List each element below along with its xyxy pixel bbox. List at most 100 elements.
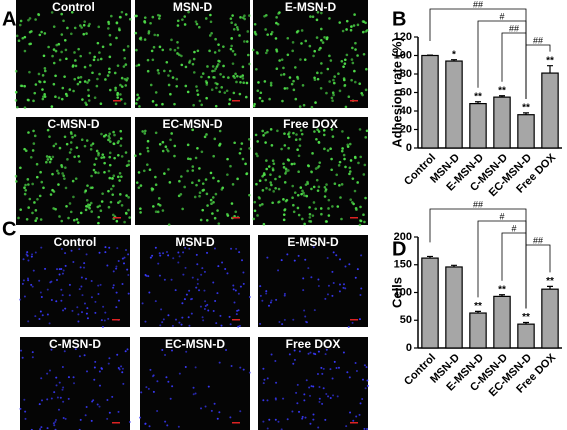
cell-dot <box>57 42 61 46</box>
cell-dot <box>335 367 338 370</box>
cell-dot <box>84 208 88 212</box>
cell-dot <box>262 420 265 423</box>
cell-dot <box>248 193 251 197</box>
cell-dot <box>292 79 295 83</box>
cell-dot <box>201 189 205 192</box>
cell-dot <box>316 189 320 192</box>
cell-dot <box>40 426 43 429</box>
cell-dot <box>83 262 86 265</box>
cell-dot <box>208 49 211 53</box>
cell-dot <box>333 75 336 78</box>
cell-dot <box>290 82 294 86</box>
cell-dot <box>169 397 172 400</box>
cell-dot <box>112 142 116 145</box>
cell-dot <box>186 90 190 94</box>
panel-label: B <box>392 8 406 30</box>
cell-dot <box>167 223 171 226</box>
cell-dot <box>207 385 210 388</box>
cell-dot <box>159 254 162 257</box>
cell-dot <box>154 175 157 179</box>
cell-dot <box>363 364 366 367</box>
cell-dot <box>325 220 328 223</box>
cell-dot <box>262 367 265 370</box>
cell-dot <box>167 380 170 383</box>
cell-dot <box>298 105 302 108</box>
cell-dot <box>117 366 120 369</box>
cell-dot <box>317 140 321 144</box>
cell-dot <box>265 167 269 171</box>
cell-dot <box>108 176 112 180</box>
cell-dot <box>336 395 339 398</box>
cell-dot <box>212 154 215 158</box>
cell-dot <box>149 21 152 25</box>
cell-dot <box>283 181 287 184</box>
cell-dot <box>50 397 53 400</box>
cell-dot <box>90 174 93 178</box>
cell-dot <box>90 296 93 299</box>
cell-dot <box>92 399 95 402</box>
cell-dot <box>41 88 44 91</box>
cell-dot <box>75 146 79 149</box>
cell-dot <box>319 86 323 90</box>
cell-dot <box>194 392 197 395</box>
cell-dot <box>146 69 150 73</box>
cell-dot <box>53 391 56 394</box>
cell-dot <box>314 167 318 170</box>
cell-dot <box>115 265 118 268</box>
cell-dot <box>181 302 184 305</box>
cell-dot <box>147 31 151 35</box>
cell-dot <box>309 351 312 354</box>
cell-dot <box>64 166 67 169</box>
cell-dot <box>83 80 87 83</box>
cell-dot <box>203 307 206 310</box>
cell-dot <box>66 158 69 161</box>
cell-dot <box>144 422 147 425</box>
cell-dot <box>209 20 213 24</box>
cell-dot <box>161 349 164 352</box>
cell-dot <box>198 191 202 195</box>
cell-dot <box>151 15 155 19</box>
cell-dot <box>186 143 190 147</box>
cell-dot <box>127 159 131 163</box>
cell-dot <box>178 372 181 375</box>
cell-dot <box>239 16 242 19</box>
cell-dot <box>19 166 22 170</box>
cell-dot <box>213 51 217 54</box>
significance-mark: ** <box>522 102 530 113</box>
cell-dot <box>332 78 335 82</box>
cell-dot <box>193 195 197 199</box>
cell-dot <box>362 213 365 217</box>
cell-dot <box>281 99 284 103</box>
cell-dot <box>239 285 242 288</box>
cell-dot <box>269 128 273 131</box>
cell-dot <box>361 378 364 381</box>
cell-dot <box>61 294 64 297</box>
cell-dot <box>331 205 334 208</box>
cell-dot <box>234 72 237 76</box>
cell-dot <box>253 209 257 213</box>
cell-dot <box>365 67 368 71</box>
cell-dot <box>245 40 249 43</box>
cell-dot <box>294 97 298 101</box>
cell-dot <box>326 257 329 260</box>
cell-dot <box>95 84 99 88</box>
cell-dot <box>364 387 367 390</box>
cell-dot <box>77 47 80 51</box>
cell-dot <box>49 193 53 196</box>
cell-dot <box>327 214 331 217</box>
cell-dot <box>116 141 120 145</box>
cell-dot <box>309 15 312 18</box>
cell-dot <box>210 88 214 91</box>
cell-dot <box>300 29 304 32</box>
cell-dot <box>116 91 120 95</box>
cell-dot <box>126 45 130 48</box>
cell-dot <box>37 12 40 16</box>
y-tick-label: 50 <box>400 314 412 326</box>
cell-dot <box>54 49 58 53</box>
cell-dot <box>231 62 235 65</box>
cell-dot <box>87 88 90 92</box>
comparison-label: ## <box>509 23 519 33</box>
cell-dot <box>57 96 61 100</box>
cell-dot <box>94 300 97 303</box>
cell-dot <box>183 23 187 26</box>
